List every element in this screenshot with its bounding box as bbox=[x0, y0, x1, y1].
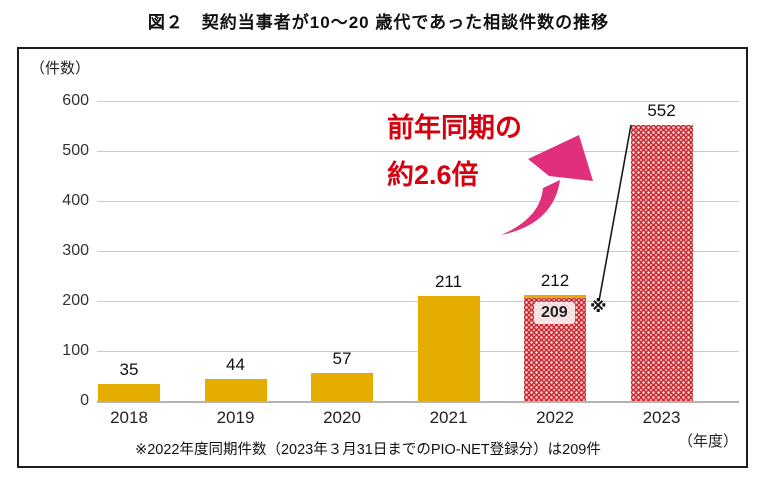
bar-2018 bbox=[98, 383, 160, 401]
growth-annotation-line2: 約2.6倍 bbox=[387, 160, 479, 190]
x-tick-label-2021: 2021 bbox=[429, 408, 468, 427]
bar-2022-same-period-value: 209 bbox=[534, 302, 575, 324]
gridline-300 bbox=[97, 251, 739, 252]
y-tick-label-300: 300 bbox=[62, 242, 89, 259]
y-axis-unit-label: （件数） bbox=[30, 60, 91, 77]
bar-2020 bbox=[311, 372, 373, 401]
growth-annotation: 前年同期の 約2.6倍 bbox=[387, 105, 522, 199]
x-tick-label-2019: 2019 bbox=[216, 408, 255, 427]
footnote: ※2022年度同期件数（2023年３月31日までのPIO-NET登録分）は209… bbox=[135, 442, 601, 458]
bar-2022-orange-cap bbox=[524, 295, 586, 298]
bar-2022: 209 bbox=[524, 295, 586, 401]
x-axis-unit-label: （年度） bbox=[677, 433, 738, 450]
gridline-500 bbox=[97, 151, 739, 152]
growth-annotation-line1: 前年同期の bbox=[387, 113, 522, 143]
value-label-2020: 57 bbox=[332, 348, 352, 368]
value-label-2018: 35 bbox=[119, 359, 139, 379]
value-label-2021: 211 bbox=[434, 271, 463, 291]
y-tick-label-400: 400 bbox=[62, 192, 89, 209]
x-tick-label-2023: 2023 bbox=[642, 408, 681, 427]
chart-title: 図２ 契約当事者が10～20 歳代であった相談件数の推移 bbox=[147, 13, 610, 32]
y-tick-label-100: 100 bbox=[62, 342, 89, 359]
footnote-marker: ※ bbox=[590, 297, 607, 316]
value-label-2022: 212 bbox=[540, 271, 570, 290]
value-label-2023: 552 bbox=[647, 101, 676, 120]
chart-frame: （件数） 0 100 200 300 400 500 600 35 2018 44 2019 57 20… bbox=[17, 47, 748, 468]
x-tick-label-2020: 2020 bbox=[323, 408, 361, 427]
y-tick-label-500: 500 bbox=[62, 142, 89, 159]
x-tick-label-2022: 2022 bbox=[536, 408, 574, 427]
x-tick-label-2018: 2018 bbox=[110, 408, 148, 427]
value-label-2019: 44 bbox=[226, 355, 245, 374]
gridline-400 bbox=[97, 201, 739, 202]
gridline-0 bbox=[97, 401, 739, 403]
y-tick-label-0: 0 bbox=[80, 392, 89, 409]
bar-2021 bbox=[417, 295, 480, 401]
gridline-600 bbox=[97, 101, 739, 102]
bar-2023 bbox=[630, 125, 693, 401]
y-tick-label-600: 600 bbox=[62, 92, 89, 109]
bar-2019 bbox=[204, 379, 267, 401]
y-tick-label-200: 200 bbox=[62, 292, 89, 309]
